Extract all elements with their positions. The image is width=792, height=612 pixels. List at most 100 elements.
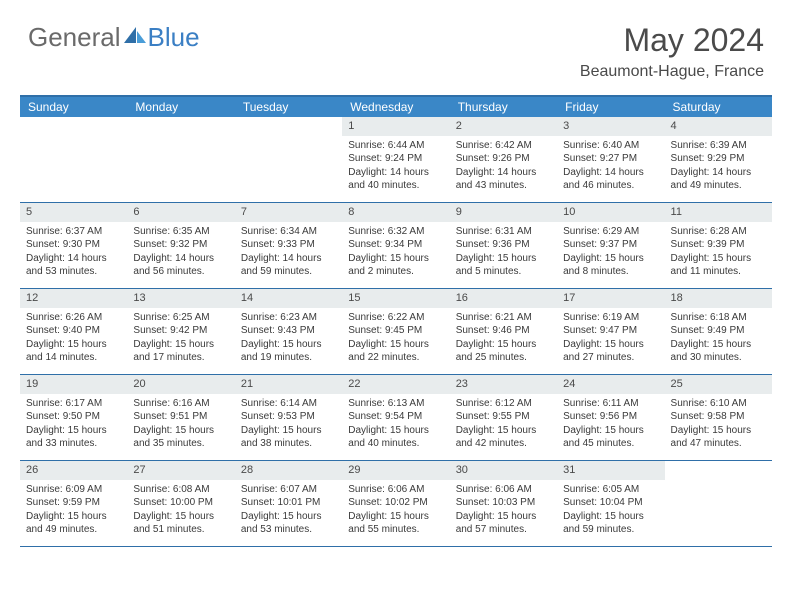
daylight-line-1: Daylight: 15 hours: [133, 510, 228, 524]
day-number: 7: [235, 203, 342, 222]
title-block: May 2024 Beaumont-Hague, France: [580, 22, 764, 81]
day-info: Sunrise: 6:23 AMSunset: 9:43 PMDaylight:…: [235, 308, 342, 369]
day-info: Sunrise: 6:28 AMSunset: 9:39 PMDaylight:…: [665, 222, 772, 283]
sunset-line: Sunset: 10:01 PM: [241, 496, 336, 510]
sunrise-line: Sunrise: 6:11 AM: [563, 397, 658, 411]
day-info: Sunrise: 6:40 AMSunset: 9:27 PMDaylight:…: [557, 136, 664, 197]
day-cell: 10Sunrise: 6:29 AMSunset: 9:37 PMDayligh…: [557, 203, 664, 288]
sunset-line: Sunset: 9:51 PM: [133, 410, 228, 424]
daylight-line-2: and 49 minutes.: [26, 523, 121, 537]
weekday-header: Sunday: [20, 97, 127, 117]
sunrise-line: Sunrise: 6:34 AM: [241, 225, 336, 239]
day-info: Sunrise: 6:06 AMSunset: 10:03 PMDaylight…: [450, 480, 557, 541]
sunset-line: Sunset: 9:40 PM: [26, 324, 121, 338]
daylight-line-2: and 53 minutes.: [26, 265, 121, 279]
day-number: 18: [665, 289, 772, 308]
day-number: 14: [235, 289, 342, 308]
day-info: Sunrise: 6:12 AMSunset: 9:55 PMDaylight:…: [450, 394, 557, 455]
daylight-line-2: and 27 minutes.: [563, 351, 658, 365]
sunset-line: Sunset: 9:36 PM: [456, 238, 551, 252]
day-cell: 28Sunrise: 6:07 AMSunset: 10:01 PMDaylig…: [235, 461, 342, 546]
daylight-line-2: and 8 minutes.: [563, 265, 658, 279]
daylight-line-1: Daylight: 15 hours: [133, 338, 228, 352]
day-cell: 12Sunrise: 6:26 AMSunset: 9:40 PMDayligh…: [20, 289, 127, 374]
day-number: 12: [20, 289, 127, 308]
day-cell: 4Sunrise: 6:39 AMSunset: 9:29 PMDaylight…: [665, 117, 772, 202]
day-cell: 1 Sunrise: 6:44 AMSunset: 9:24 PMDaylight…: [342, 117, 449, 202]
daylight-line-1: Daylight: 15 hours: [456, 424, 551, 438]
sunset-line: Sunset: 9:27 PM: [563, 152, 658, 166]
week-row: 19Sunrise: 6:17 AMSunset: 9:50 PMDayligh…: [20, 375, 772, 461]
brand-logo: General Blue: [28, 22, 200, 53]
weekday-header: Wednesday: [342, 97, 449, 117]
day-cell: 23Sunrise: 6:12 AMSunset: 9:55 PMDayligh…: [450, 375, 557, 460]
sunset-line: Sunset: 10:00 PM: [133, 496, 228, 510]
day-cell: ..: [235, 117, 342, 202]
daylight-line-1: Daylight: 14 hours: [133, 252, 228, 266]
day-cell: 9Sunrise: 6:31 AMSunset: 9:36 PMDaylight…: [450, 203, 557, 288]
day-number: 28: [235, 461, 342, 480]
daylight-line-2: and 19 minutes.: [241, 351, 336, 365]
daylight-line-2: and 53 minutes.: [241, 523, 336, 537]
day-cell: 20Sunrise: 6:16 AMSunset: 9:51 PMDayligh…: [127, 375, 234, 460]
daylight-line-2: and 45 minutes.: [563, 437, 658, 451]
daylight-line-1: Daylight: 14 hours: [456, 166, 551, 180]
daylight-line-2: and 49 minutes.: [671, 179, 766, 193]
sunset-line: Sunset: 9:39 PM: [671, 238, 766, 252]
daylight-line-1: Daylight: 15 hours: [671, 424, 766, 438]
sunrise-line: Sunrise: 6:25 AM: [133, 311, 228, 325]
daylight-line-1: Daylight: 15 hours: [671, 252, 766, 266]
day-info: Sunrise: 6:05 AMSunset: 10:04 PMDaylight…: [557, 480, 664, 541]
daylight-line-2: and 14 minutes.: [26, 351, 121, 365]
weekday-header: Tuesday: [235, 97, 342, 117]
daylight-line-1: Daylight: 15 hours: [133, 424, 228, 438]
sunrise-line: Sunrise: 6:12 AM: [456, 397, 551, 411]
sail-icon: [122, 25, 148, 45]
day-info: Sunrise: 6:14 AMSunset: 9:53 PMDaylight:…: [235, 394, 342, 455]
daylight-line-1: Daylight: 15 hours: [241, 510, 336, 524]
day-info: Sunrise: 6:42 AMSunset: 9:26 PMDaylight:…: [450, 136, 557, 197]
sunset-line: Sunset: 9:42 PM: [133, 324, 228, 338]
day-info: Sunrise: 6:19 AMSunset: 9:47 PMDaylight:…: [557, 308, 664, 369]
day-info: Sunrise: 6:37 AMSunset: 9:30 PMDaylight:…: [20, 222, 127, 283]
daylight-line-1: Daylight: 14 hours: [671, 166, 766, 180]
week-row: 12Sunrise: 6:26 AMSunset: 9:40 PMDayligh…: [20, 289, 772, 375]
daylight-line-2: and 46 minutes.: [563, 179, 658, 193]
day-cell: 5Sunrise: 6:37 AMSunset: 9:30 PMDaylight…: [20, 203, 127, 288]
sunset-line: Sunset: 9:29 PM: [671, 152, 766, 166]
day-cell: 22Sunrise: 6:13 AMSunset: 9:54 PMDayligh…: [342, 375, 449, 460]
sunrise-line: Sunrise: 6:29 AM: [563, 225, 658, 239]
day-number: 5: [20, 203, 127, 222]
day-cell: 14Sunrise: 6:23 AMSunset: 9:43 PMDayligh…: [235, 289, 342, 374]
day-info: Sunrise: 6:11 AMSunset: 9:56 PMDaylight:…: [557, 394, 664, 455]
sunrise-line: Sunrise: 6:44 AM: [348, 139, 443, 153]
day-info: Sunrise: 6:18 AMSunset: 9:49 PMDaylight:…: [665, 308, 772, 369]
day-cell: 31Sunrise: 6:05 AMSunset: 10:04 PMDaylig…: [557, 461, 664, 546]
day-info: Sunrise: 6:10 AMSunset: 9:58 PMDaylight:…: [665, 394, 772, 455]
day-number: 29: [342, 461, 449, 480]
day-number: 17: [557, 289, 664, 308]
sunrise-line: Sunrise: 6:22 AM: [348, 311, 443, 325]
daylight-line-1: Daylight: 15 hours: [348, 510, 443, 524]
day-number: 27: [127, 461, 234, 480]
day-cell: 16Sunrise: 6:21 AMSunset: 9:46 PMDayligh…: [450, 289, 557, 374]
day-info: Sunrise: 6:09 AMSunset: 9:59 PMDaylight:…: [20, 480, 127, 541]
sunset-line: Sunset: 9:33 PM: [241, 238, 336, 252]
sunset-line: Sunset: 10:03 PM: [456, 496, 551, 510]
daylight-line-2: and 17 minutes.: [133, 351, 228, 365]
sunset-line: Sunset: 9:58 PM: [671, 410, 766, 424]
daylight-line-1: Daylight: 15 hours: [563, 424, 658, 438]
day-info: Sunrise: 6:22 AMSunset: 9:45 PMDaylight:…: [342, 308, 449, 369]
day-number: 11: [665, 203, 772, 222]
sunset-line: Sunset: 9:30 PM: [26, 238, 121, 252]
day-number: 1: [342, 117, 449, 136]
daylight-line-1: Daylight: 14 hours: [348, 166, 443, 180]
daylight-line-2: and 38 minutes.: [241, 437, 336, 451]
sunset-line: Sunset: 9:47 PM: [563, 324, 658, 338]
day-number: 2: [450, 117, 557, 136]
month-title: May 2024: [580, 22, 764, 59]
sunset-line: Sunset: 9:24 PM: [348, 152, 443, 166]
sunrise-line: Sunrise: 6:39 AM: [671, 139, 766, 153]
daylight-line-2: and 25 minutes.: [456, 351, 551, 365]
daylight-line-2: and 43 minutes.: [456, 179, 551, 193]
